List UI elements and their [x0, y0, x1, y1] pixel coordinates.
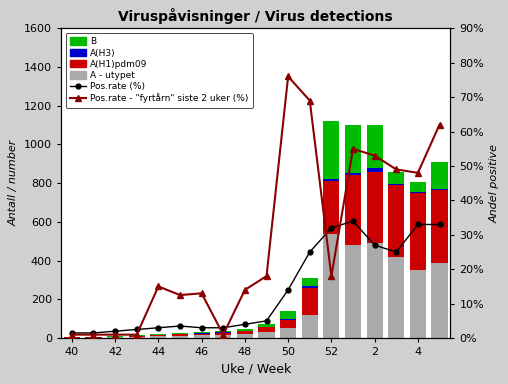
Bar [150, 334, 167, 335]
Bar [431, 162, 448, 189]
Bar [215, 333, 231, 334]
Bar [323, 233, 339, 338]
Line: Pos.rate (%): Pos.rate (%) [70, 218, 442, 335]
Bar [323, 121, 339, 179]
Pos.rate - "fyrtårn" siste 2 uker (%) [90, 332, 97, 337]
Y-axis label: Antall / number: Antall / number [8, 140, 18, 227]
Pos.rate - "fyrtårn" siste 2 uker (%) [69, 332, 75, 337]
Bar [280, 319, 296, 320]
Pos.rate (%) [177, 324, 183, 328]
Bar [172, 334, 188, 336]
Bar [345, 125, 361, 173]
Bar [388, 184, 404, 185]
Bar [302, 288, 318, 315]
Pos.rate (%) [134, 327, 140, 332]
Bar [388, 185, 404, 257]
Bar [302, 315, 318, 338]
Bar [215, 331, 231, 333]
Pos.rate - "fyrtårn" siste 2 uker (%) [371, 153, 377, 158]
Bar [410, 270, 426, 338]
Bar [367, 243, 383, 338]
Bar [410, 193, 426, 270]
Line: Pos.rate - "fyrtårn" siste 2 uker (%): Pos.rate - "fyrtårn" siste 2 uker (%) [69, 73, 442, 338]
Pos.rate - "fyrtårn" siste 2 uker (%) [350, 146, 356, 151]
Bar [280, 311, 296, 319]
Bar [280, 328, 296, 338]
Bar [129, 336, 145, 338]
Bar [194, 334, 210, 335]
Bar [431, 189, 448, 190]
Bar [107, 337, 123, 338]
Bar [150, 335, 167, 336]
Bar [172, 333, 188, 334]
Pos.rate (%) [264, 319, 270, 323]
Bar [107, 336, 123, 337]
Pos.rate - "fyrtårn" siste 2 uker (%) [134, 332, 140, 337]
Bar [150, 336, 167, 338]
Pos.rate - "fyrtårn" siste 2 uker (%) [393, 167, 399, 172]
Pos.rate - "fyrtårn" siste 2 uker (%) [220, 332, 226, 337]
Bar [431, 263, 448, 338]
Pos.rate - "fyrtårn" siste 2 uker (%) [112, 332, 118, 337]
Pos.rate (%) [285, 288, 291, 292]
Pos.rate (%) [436, 222, 442, 227]
Bar [388, 257, 404, 338]
Pos.rate (%) [328, 226, 334, 230]
Bar [259, 327, 275, 328]
Pos.rate - "fyrtårn" siste 2 uker (%) [328, 274, 334, 278]
Bar [194, 335, 210, 338]
Legend: B, A(H3), A(H1)pdm09, A - utypet, Pos.rate (%), Pos.rate - "fyrtårn" siste 2 uke: B, A(H3), A(H1)pdm09, A - utypet, Pos.ra… [66, 33, 253, 108]
Pos.rate (%) [112, 329, 118, 333]
Pos.rate - "fyrtårn" siste 2 uker (%) [242, 288, 248, 292]
Pos.rate - "fyrtårn" siste 2 uker (%) [436, 122, 442, 127]
Bar [237, 334, 253, 338]
Pos.rate (%) [371, 243, 377, 247]
Pos.rate (%) [69, 331, 75, 335]
Pos.rate - "fyrtårn" siste 2 uker (%) [415, 170, 421, 175]
Bar [367, 172, 383, 243]
Bar [259, 328, 275, 332]
Pos.rate - "fyrtårn" siste 2 uker (%) [199, 291, 205, 296]
Pos.rate - "fyrtårn" siste 2 uker (%) [307, 98, 313, 103]
Bar [410, 182, 426, 192]
X-axis label: Uke / Week: Uke / Week [220, 362, 291, 376]
Bar [388, 172, 404, 184]
Pos.rate (%) [393, 250, 399, 254]
Bar [431, 190, 448, 263]
Pos.rate - "fyrtårn" siste 2 uker (%) [264, 274, 270, 278]
Bar [302, 278, 318, 286]
Bar [172, 336, 188, 338]
Bar [367, 168, 383, 172]
Pos.rate - "fyrtårn" siste 2 uker (%) [155, 284, 162, 289]
Pos.rate (%) [155, 326, 162, 330]
Bar [237, 331, 253, 334]
Bar [129, 335, 145, 336]
Pos.rate (%) [199, 326, 205, 330]
Bar [237, 329, 253, 331]
Title: Viruspåvisninger / ​Virus detections: Viruspåvisninger / ​Virus detections [118, 8, 393, 24]
Bar [410, 192, 426, 193]
Pos.rate (%) [415, 222, 421, 227]
Pos.rate (%) [90, 331, 97, 335]
Pos.rate - "fyrtårn" siste 2 uker (%) [177, 293, 183, 297]
Bar [345, 173, 361, 175]
Bar [259, 332, 275, 338]
Pos.rate (%) [242, 322, 248, 327]
Bar [280, 320, 296, 328]
Pos.rate (%) [220, 326, 226, 330]
Bar [215, 334, 231, 338]
Bar [345, 245, 361, 338]
Bar [367, 126, 383, 168]
Pos.rate - "fyrtårn" siste 2 uker (%) [285, 74, 291, 79]
Bar [323, 179, 339, 181]
Bar [323, 181, 339, 233]
Bar [259, 324, 275, 327]
Y-axis label: Andel positive: Andel positive [490, 144, 500, 223]
Bar [302, 286, 318, 288]
Pos.rate (%) [350, 219, 356, 223]
Bar [345, 175, 361, 245]
Pos.rate (%) [307, 250, 313, 254]
